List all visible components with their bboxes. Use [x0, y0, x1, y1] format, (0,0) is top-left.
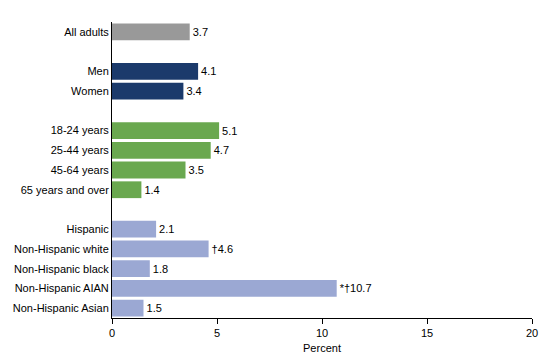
svg-text:1.5: 1.5: [147, 302, 162, 314]
svg-text:4.1: 4.1: [201, 65, 216, 77]
svg-text:Hispanic: Hispanic: [67, 223, 110, 235]
svg-text:All adults: All adults: [64, 26, 109, 38]
svg-text:65 years and over: 65 years and over: [21, 184, 109, 196]
svg-text:†4.6: †4.6: [212, 243, 233, 255]
svg-text:5.1: 5.1: [222, 125, 237, 137]
svg-text:4.7: 4.7: [214, 144, 229, 156]
svg-text:1.8: 1.8: [153, 263, 168, 275]
svg-text:3.5: 3.5: [189, 164, 204, 176]
svg-text:Non-Hispanic AIAN: Non-Hispanic AIAN: [15, 282, 109, 294]
svg-text:Non-Hispanic black: Non-Hispanic black: [14, 263, 109, 275]
svg-text:Non-Hispanic white: Non-Hispanic white: [14, 243, 109, 255]
svg-text:5: 5: [214, 327, 220, 339]
svg-text:15: 15: [421, 327, 433, 339]
svg-text:3.4: 3.4: [186, 85, 201, 97]
svg-text:3.7: 3.7: [193, 26, 208, 38]
svg-text:0: 0: [109, 327, 115, 339]
svg-text:1.4: 1.4: [144, 184, 159, 196]
svg-text:Non-Hispanic Asian: Non-Hispanic Asian: [13, 302, 109, 314]
svg-text:Men: Men: [87, 65, 108, 77]
svg-text:18-24 years: 18-24 years: [51, 124, 110, 136]
svg-text:*†10.7: *†10.7: [340, 282, 372, 294]
svg-text:2.1: 2.1: [159, 223, 174, 235]
svg-text:Percent: Percent: [303, 342, 341, 354]
svg-text:20: 20: [526, 327, 538, 339]
svg-text:25-44 years: 25-44 years: [51, 144, 110, 156]
svg-text:10: 10: [316, 327, 328, 339]
svg-text:Women: Women: [71, 85, 109, 97]
svg-text:45-64 years: 45-64 years: [51, 164, 110, 176]
